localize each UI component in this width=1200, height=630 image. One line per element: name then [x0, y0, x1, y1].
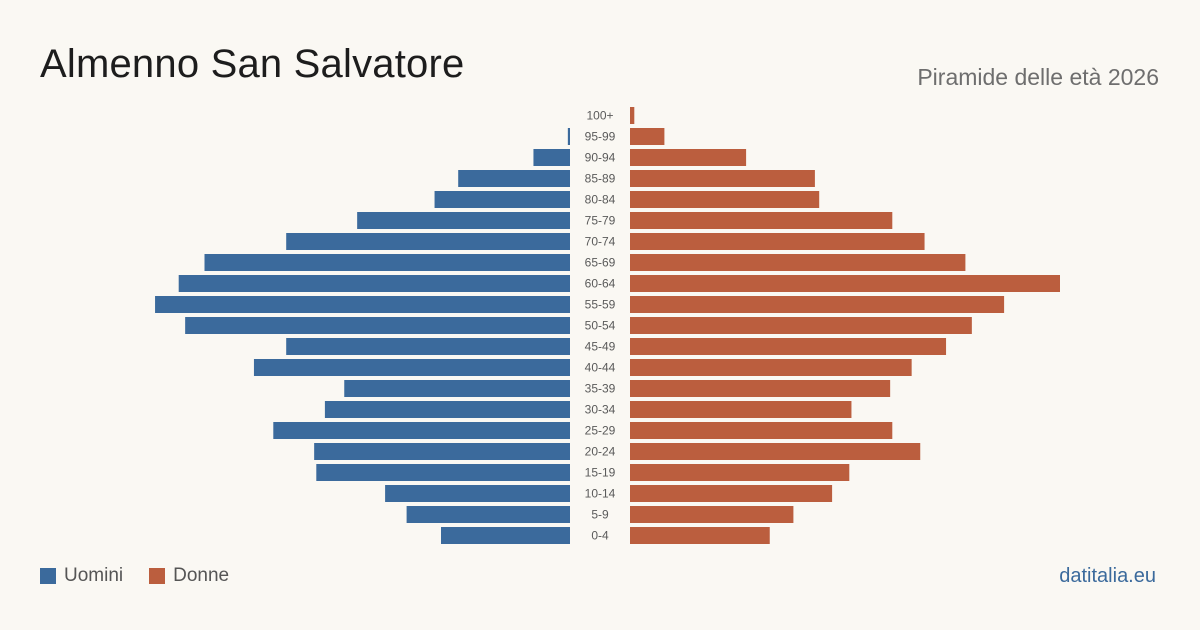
age-label-35-39: 35-39	[585, 382, 616, 396]
bar-male-25-29	[273, 422, 570, 439]
bar-female-65-69	[630, 254, 966, 271]
bar-male-10-14	[385, 485, 570, 502]
age-label-55-59: 55-59	[585, 298, 616, 312]
bar-male-5-9	[406, 506, 570, 523]
age-label-60-64: 60-64	[585, 277, 616, 291]
bar-male-90-94	[533, 149, 570, 166]
age-label-100+: 100+	[586, 109, 613, 123]
age-label-40-44: 40-44	[585, 361, 616, 375]
bar-female-85-89	[630, 170, 815, 187]
bar-male-35-39	[344, 380, 570, 397]
legend-label-female: Donne	[173, 565, 230, 586]
source-link[interactable]: datitalia.eu	[1059, 565, 1156, 587]
bar-male-0-4	[441, 527, 570, 544]
age-label-30-34: 30-34	[585, 403, 616, 417]
bar-male-70-74	[286, 233, 570, 250]
bar-female-35-39	[630, 380, 891, 397]
bar-female-75-79	[630, 212, 893, 229]
bar-male-55-59	[155, 296, 571, 313]
bar-female-80-84	[630, 191, 820, 208]
legend-label-male: Uomini	[64, 565, 124, 586]
age-label-15-19: 15-19	[585, 466, 616, 480]
chart-subtitle: Piramide delle età 2026	[917, 64, 1159, 90]
legend-swatch-female	[149, 568, 166, 584]
bar-male-20-24	[314, 443, 570, 460]
age-label-85-89: 85-89	[585, 172, 616, 186]
legend: Uomini Donne	[40, 565, 255, 587]
bar-female-30-34	[630, 401, 852, 418]
age-label-10-14: 10-14	[585, 487, 616, 501]
age-label-80-84: 80-84	[585, 193, 616, 207]
bar-female-70-74	[630, 233, 925, 250]
legend-swatch-male	[40, 568, 56, 584]
bar-male-30-34	[324, 401, 570, 418]
bar-male-60-64	[178, 275, 570, 292]
age-label-0-4: 0-4	[591, 529, 609, 543]
age-label-20-24: 20-24	[585, 445, 616, 459]
bar-female-100+	[630, 107, 635, 124]
bar-male-65-69	[204, 254, 570, 271]
bar-female-95-99	[630, 128, 665, 145]
bar-female-60-64	[630, 275, 1060, 292]
age-label-90-94: 90-94	[585, 151, 616, 165]
bar-female-50-54	[630, 317, 972, 334]
bar-female-55-59	[630, 296, 1005, 313]
chart-title: Almenno San Salvatore	[40, 42, 465, 86]
legend-item-female: Donne	[149, 565, 229, 587]
age-label-45-49: 45-49	[585, 340, 616, 354]
bar-female-25-29	[630, 422, 893, 439]
bar-female-45-49	[630, 338, 947, 355]
bar-male-50-54	[185, 317, 570, 334]
age-label-65-69: 65-69	[585, 256, 616, 270]
bar-female-15-19	[630, 464, 850, 481]
bar-male-45-49	[286, 338, 570, 355]
age-label-70-74: 70-74	[585, 235, 616, 249]
age-label-95-99: 95-99	[585, 130, 616, 144]
legend-item-male: Uomini	[40, 565, 123, 587]
bar-male-80-84	[434, 191, 570, 208]
bar-female-10-14	[630, 485, 833, 502]
bar-female-0-4	[630, 527, 770, 544]
bar-male-95-99	[567, 128, 570, 145]
bar-female-20-24	[630, 443, 921, 460]
age-label-50-54: 50-54	[585, 319, 616, 333]
bar-female-90-94	[630, 149, 747, 166]
bar-female-5-9	[630, 506, 794, 523]
bar-male-40-44	[253, 359, 570, 376]
bar-female-40-44	[630, 359, 912, 376]
bar-male-15-19	[316, 464, 570, 481]
age-label-75-79: 75-79	[585, 214, 616, 228]
age-label-25-29: 25-29	[585, 424, 616, 438]
bar-male-75-79	[357, 212, 570, 229]
age-label-5-9: 5-9	[591, 508, 609, 522]
bar-male-85-89	[458, 170, 570, 187]
